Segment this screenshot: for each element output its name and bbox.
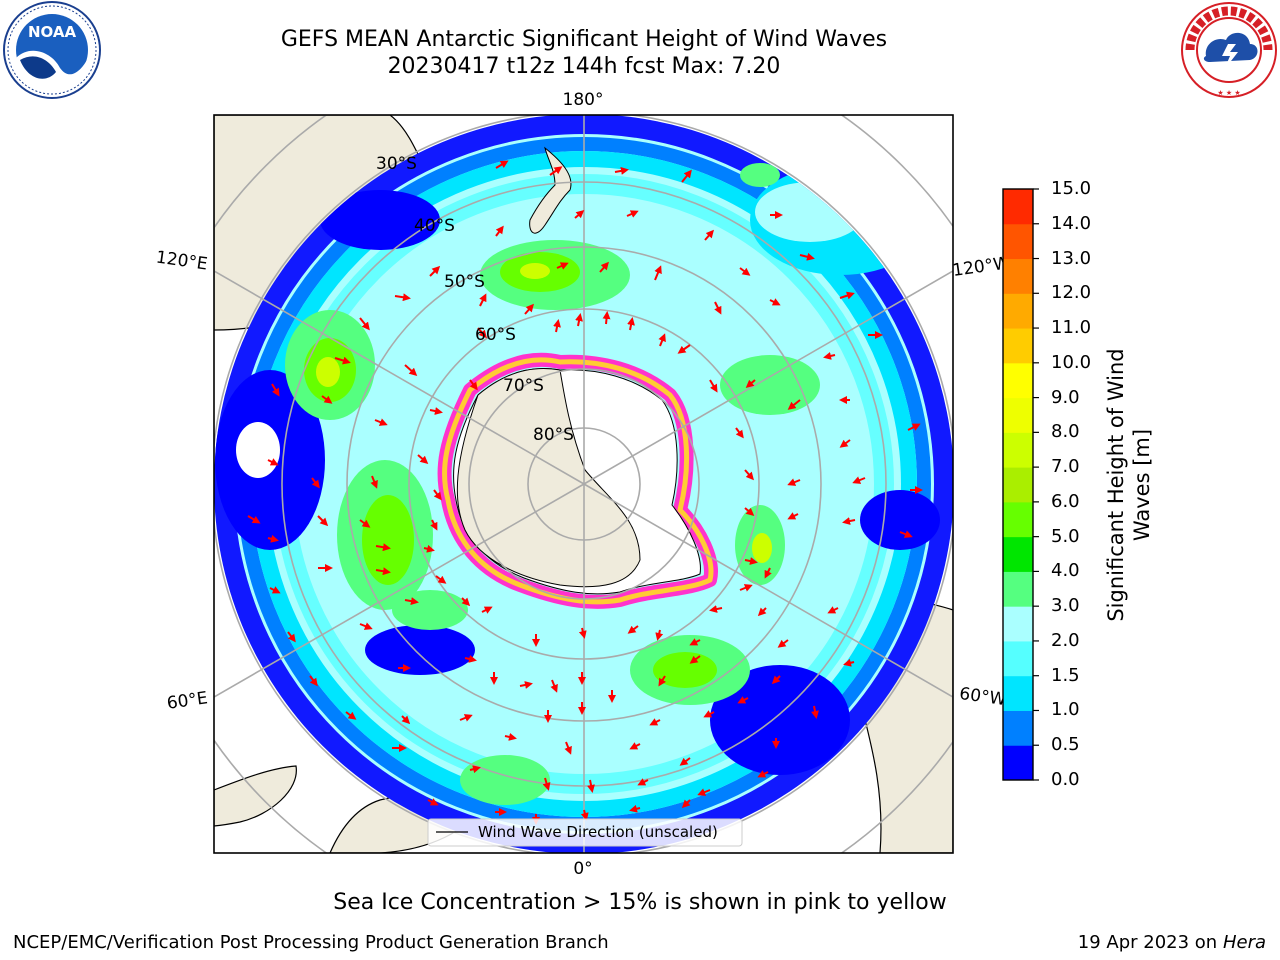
svg-text:★ ★ ★: ★ ★ ★ — [1217, 89, 1240, 97]
colorbar-segment — [1003, 745, 1033, 781]
lon-label-60w: 60°W — [958, 684, 1007, 710]
lat-label-30s: 30°S — [376, 154, 417, 174]
footer-host: Hera — [1222, 932, 1266, 953]
colorbar-segment — [1003, 536, 1033, 572]
footer-date: 19 Apr 2023 on Hera — [1078, 932, 1266, 953]
lat-label-50s: 50°S — [444, 272, 485, 292]
colorbar-tick-label: 6.0 — [1051, 490, 1080, 512]
colorbar-segment — [1003, 362, 1033, 399]
colorbar-segment — [1003, 710, 1033, 746]
colorbar-segment — [1003, 501, 1033, 538]
colorbar-tick-label: 14.0 — [1051, 212, 1092, 234]
colorbar-tick-label: 9.0 — [1051, 386, 1080, 408]
colorbar-frame — [1002, 188, 1034, 781]
colorbar-segment — [1003, 571, 1033, 607]
colorbar-tick-label: 2.0 — [1051, 629, 1080, 651]
lat-label-70s: 70°S — [503, 376, 544, 396]
wind-wave-arrows — [247, 160, 923, 825]
colorbar-tick-label: 1.5 — [1051, 664, 1080, 686]
colorbar-segment — [1003, 328, 1033, 364]
colorbar-segment — [1003, 293, 1033, 329]
colorbar-tick-label: 0.0 — [1051, 769, 1080, 790]
colorbar-tick-label: 5.0 — [1051, 525, 1080, 547]
map-frame — [213, 114, 954, 854]
national-weather-service-logo: ★ ★ ★ — [1181, 2, 1277, 98]
colorbar-tick-label: 12.0 — [1051, 282, 1092, 304]
colorbar-segment — [1003, 640, 1033, 677]
colorbar-tick-label: 8.0 — [1051, 421, 1080, 443]
chart-title: GEFS MEAN Antarctic Significant Height o… — [280, 27, 888, 52]
footer-date-text: 19 Apr 2023 on — [1077, 932, 1218, 953]
lon-label-0: 0° — [573, 859, 592, 879]
colorbar-label: Significant Height of Wind Waves [m] — [1104, 348, 1154, 622]
colorbar-tick-label: 10.0 — [1051, 351, 1092, 373]
graticule — [214, 115, 953, 853]
colorbar-tick-label: 3.0 — [1051, 595, 1080, 617]
sea-ice-note: Sea Ice Concentration > 15% is shown in … — [333, 890, 947, 915]
colorbar-segment — [1003, 675, 1033, 711]
colorbar-segment — [1003, 397, 1033, 433]
colorbar-segment — [1003, 606, 1033, 642]
lon-label-120e: 120°E — [155, 248, 209, 275]
colorbar-tick-label: 4.0 — [1051, 560, 1080, 582]
lat-label-40s: 40°S — [414, 216, 455, 236]
colorbar-tick-label: 13.0 — [1051, 247, 1092, 269]
colorbar-segment — [1003, 432, 1033, 468]
colorbar-segment — [1003, 189, 1033, 225]
map-legend: Wind Wave Direction (unscaled) — [427, 818, 743, 847]
lat-label-80s: 80°S — [533, 425, 574, 445]
colorbar-tick-label: 0.5 — [1051, 734, 1080, 756]
colorbar-tick-label: 1.0 — [1051, 699, 1080, 721]
noaa-logo-text: NOAA — [28, 23, 77, 41]
colorbar-tick-label: 15.0 — [1051, 178, 1092, 199]
colorbar-segment — [1003, 223, 1033, 260]
colorbar-tick-label: 7.0 — [1051, 456, 1080, 478]
colorbar-tick-label: 11.0 — [1051, 317, 1092, 339]
legend-label: Wind Wave Direction (unscaled) — [478, 823, 718, 841]
lat-label-60s: 60°S — [475, 325, 516, 345]
noaa-logo: NOAA — [3, 1, 101, 99]
footer-credit: NCEP/EMC/Verification Post Processing Pr… — [13, 932, 609, 953]
lon-label-60e: 60°E — [166, 688, 209, 713]
lon-label-180: 180° — [563, 90, 604, 110]
colorbar — [1003, 188, 1039, 781]
colorbar-segment — [1003, 467, 1033, 503]
chart-subtitle: 20230417 t12z 144h fcst Max: 7.20 — [387, 54, 781, 79]
colorbar-segment — [1003, 258, 1033, 294]
